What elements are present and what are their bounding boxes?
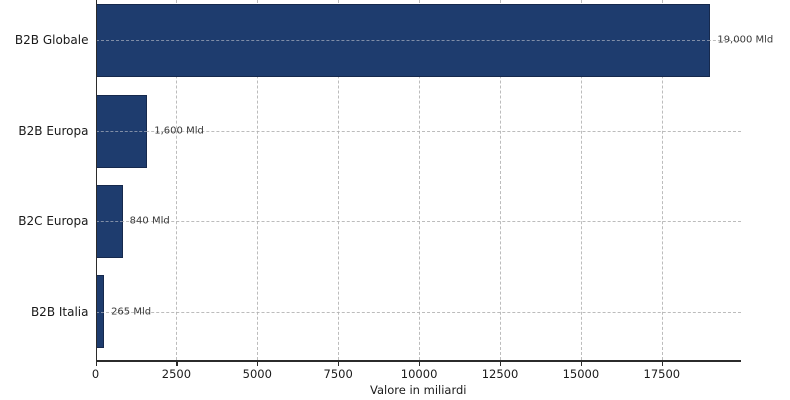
x-tick-mark: [419, 361, 421, 366]
category-label: B2B Europa: [18, 124, 89, 138]
value-label: 840 Mld: [129, 215, 170, 227]
x-tick-label: 7500: [323, 367, 353, 381]
x-tick-mark: [176, 361, 178, 366]
x-tick-label: 10000: [400, 367, 438, 381]
x-tick-label: 17500: [643, 367, 681, 381]
x-axis-spine: [95, 360, 741, 362]
bar-b2b-europa: [95, 94, 148, 168]
category-label: B2C Europa: [18, 214, 89, 228]
gridline-horizontal: [95, 311, 741, 313]
category-label: B2B Italia: [30, 304, 89, 319]
bar-b2c-europa: [95, 184, 123, 258]
y-axis-spine: [95, 0, 97, 360]
x-tick-mark: [338, 361, 340, 366]
value-label: 265 Mld: [111, 306, 152, 317]
x-tick-label: 15000: [562, 367, 600, 381]
value-label: 1,600 Mld: [154, 125, 204, 137]
x-tick-mark: [580, 361, 583, 366]
value-label: 19,000 Mld: [717, 34, 774, 46]
x-tick-mark: [500, 361, 502, 366]
x-tick-mark: [257, 361, 259, 366]
x-tick-mark: [661, 361, 663, 366]
x-tick-label: 12500: [481, 367, 519, 381]
x-tick-label: 5000: [242, 367, 272, 381]
x-tick-label: 2500: [161, 367, 192, 381]
category-label: B2B Globale: [14, 33, 89, 47]
gridline-horizontal: [95, 221, 741, 222]
x-tick-mark: [95, 361, 97, 366]
bar-b2b-globale: [95, 3, 711, 77]
x-axis-title: Valore in miliardi: [370, 383, 467, 397]
x-tick-label: 0: [91, 367, 100, 381]
